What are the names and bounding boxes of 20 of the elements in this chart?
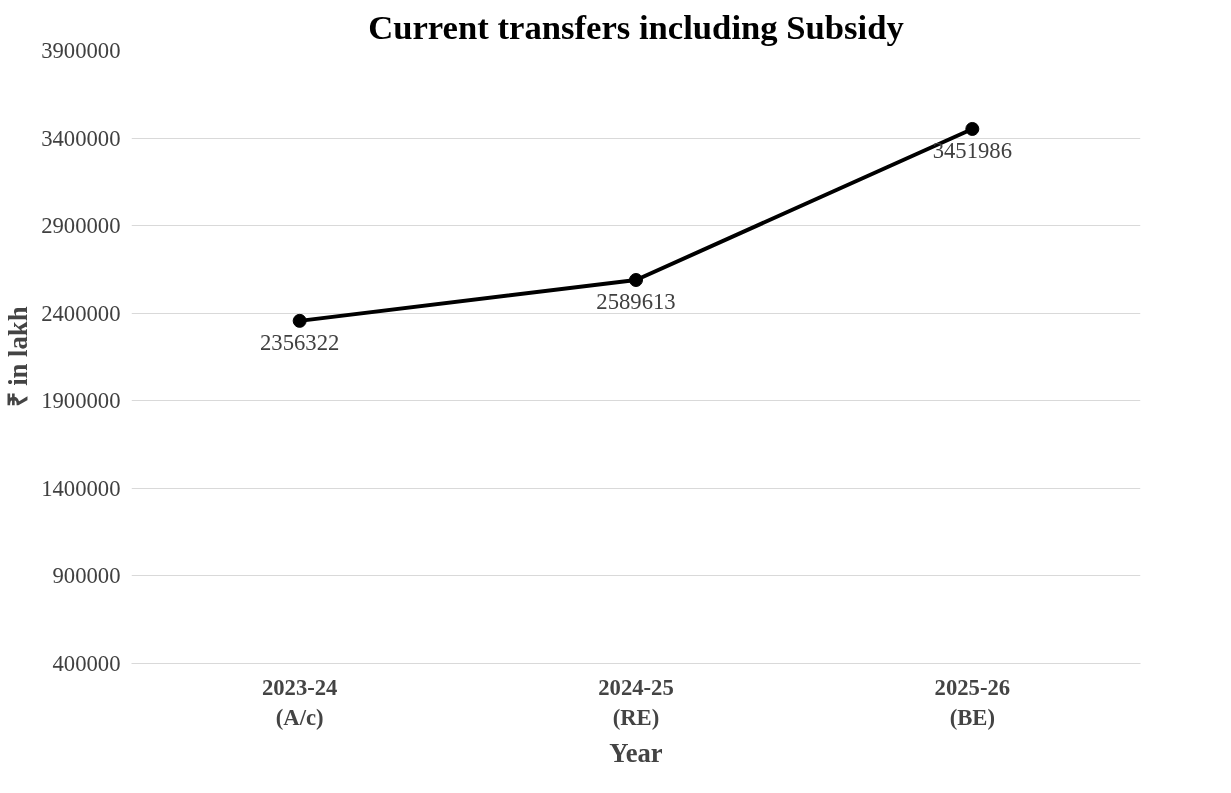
y-tick-label: 1900000 — [41, 388, 121, 414]
y-tick-label: 900000 — [52, 563, 121, 589]
data-label: 3451986 — [932, 137, 1012, 163]
y-tick-label: 1400000 — [41, 475, 121, 501]
y-tick-label: 400000 — [52, 651, 121, 676]
y-tick-label: 3400000 — [41, 125, 121, 151]
x-tick-label: 2023-24 (A/c) — [261, 674, 338, 730]
point — [965, 121, 980, 136]
x-axis-title: Year — [609, 737, 663, 768]
point — [292, 313, 307, 328]
y-tick-label: 3900000 — [41, 38, 121, 63]
data-label: 2589613 — [596, 289, 676, 314]
y-tick-label: 2900000 — [41, 213, 121, 239]
y-axis-title: ₹ in lakh — [3, 306, 34, 408]
chart-title: Current transfers including Subsidy — [368, 7, 904, 46]
x-tick-label: 2025-26 (BE) — [934, 674, 1011, 730]
point — [629, 273, 643, 287]
data-label: 2356322 — [260, 329, 340, 355]
x-tick-label: 2024-25 (RE) — [598, 674, 674, 730]
y-tick-label: 2400000 — [41, 300, 121, 326]
